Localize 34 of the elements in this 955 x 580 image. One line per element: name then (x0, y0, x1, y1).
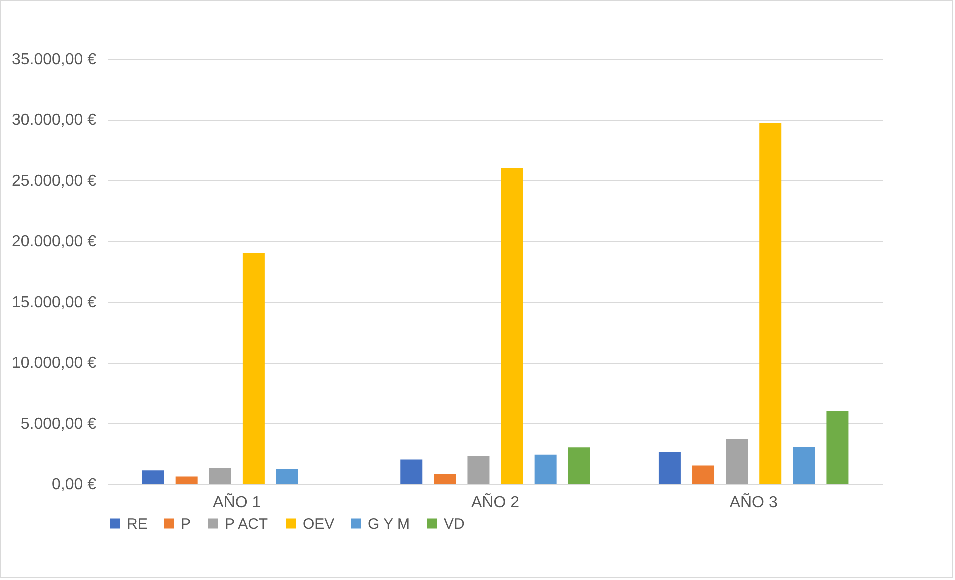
y-tick-label: 0,00 € (52, 476, 97, 494)
y-tick-label: 25.000,00 € (12, 172, 97, 190)
bar (826, 411, 849, 484)
bar (726, 439, 748, 484)
legend-label: OEV (303, 516, 335, 533)
bar (400, 460, 423, 484)
y-tick-label: 10.000,00 € (12, 355, 97, 372)
y-tick-label: 20.000,00 € (12, 234, 97, 251)
y-tick-label: 35.000,00 € (12, 52, 97, 68)
bar (658, 452, 681, 484)
bar (760, 123, 782, 484)
x-tick-label: AÑO 3 (730, 492, 778, 512)
bar (176, 476, 198, 484)
legend-label: RE (127, 516, 148, 533)
bar (468, 456, 490, 484)
y-tick-label: 15.000,00 € (12, 294, 97, 312)
y-tick-label: 30.000,00 € (12, 112, 97, 130)
bar (242, 253, 265, 484)
bar (276, 469, 298, 484)
bar (568, 448, 590, 484)
bar (501, 168, 524, 484)
legend-label: G Y M (368, 516, 410, 533)
bar (534, 454, 557, 484)
bar (434, 474, 456, 484)
legend-label: P ACT (225, 516, 268, 533)
bar (793, 446, 816, 484)
y-tick-label: 5.000,00 € (20, 416, 97, 433)
bar (692, 466, 715, 484)
x-tick-label: AÑO 1 (213, 492, 262, 512)
x-tick-label: AÑO 2 (471, 492, 520, 512)
bar (142, 470, 164, 484)
legend-label: P (181, 516, 192, 533)
legend-label: VD (444, 516, 466, 533)
bar (209, 468, 232, 484)
